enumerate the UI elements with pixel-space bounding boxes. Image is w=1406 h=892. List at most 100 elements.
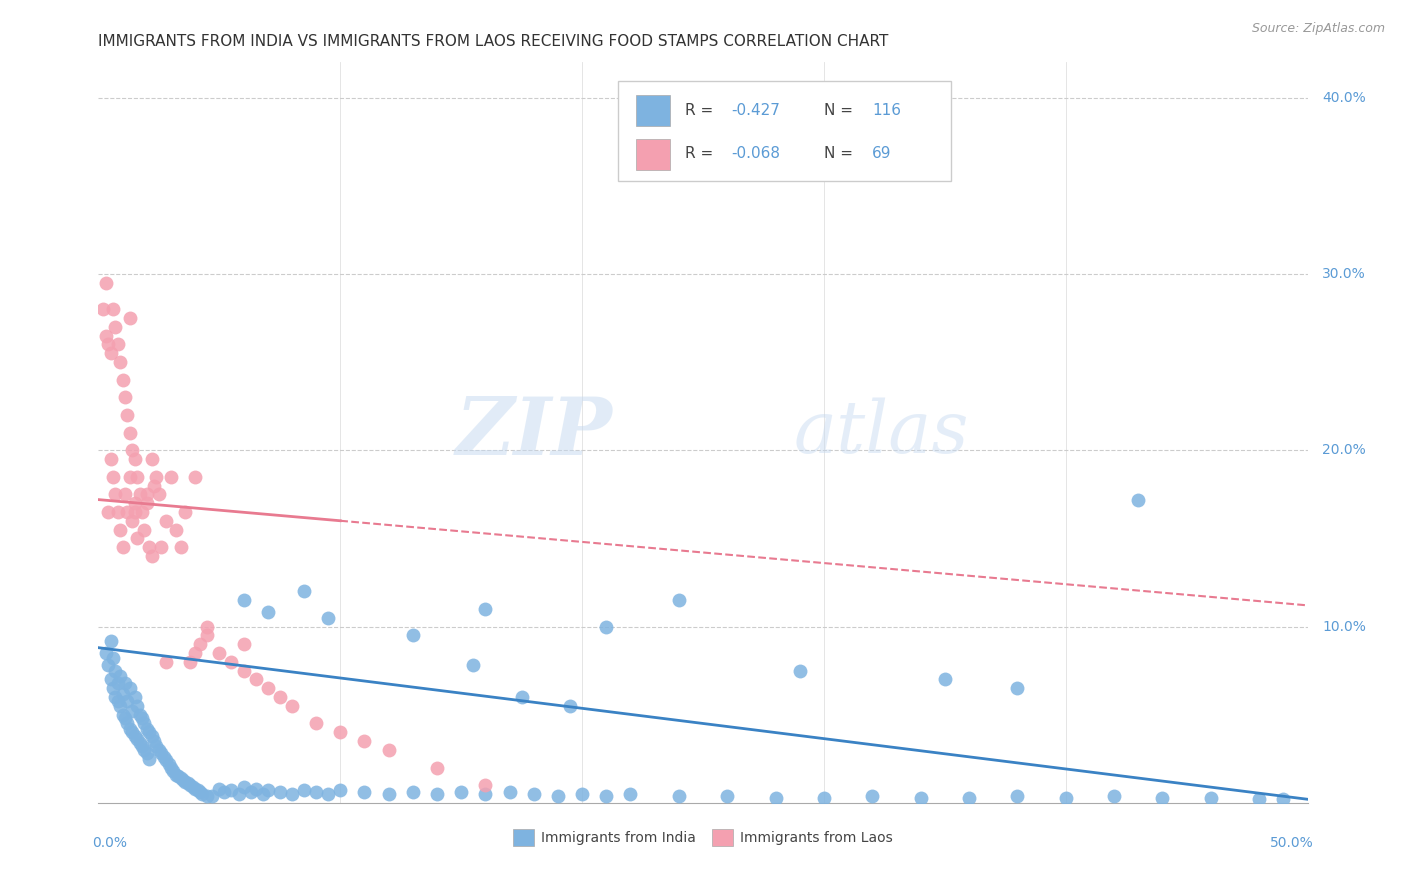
Point — [114, 487, 136, 501]
Point — [934, 673, 956, 687]
Point — [169, 771, 191, 785]
Point — [108, 355, 131, 369]
Point — [118, 469, 141, 483]
Point — [162, 764, 184, 778]
Point — [402, 785, 425, 799]
Point — [860, 789, 883, 803]
Point — [426, 787, 449, 801]
Text: 20.0%: 20.0% — [1322, 443, 1365, 458]
Point — [108, 669, 131, 683]
Point — [118, 425, 141, 440]
Point — [107, 337, 129, 351]
Point — [104, 664, 127, 678]
Text: 40.0%: 40.0% — [1322, 91, 1365, 104]
Point — [329, 783, 352, 797]
Text: ZIP: ZIP — [456, 394, 613, 471]
Point — [174, 505, 197, 519]
Point — [160, 469, 183, 483]
Point — [127, 532, 149, 546]
Point — [232, 780, 254, 794]
Point — [155, 514, 177, 528]
Point — [91, 302, 114, 317]
Point — [188, 785, 211, 799]
Point — [97, 505, 120, 519]
Point — [179, 778, 201, 792]
Point — [813, 790, 835, 805]
Point — [94, 328, 117, 343]
FancyBboxPatch shape — [637, 95, 671, 127]
Point — [450, 785, 472, 799]
Point — [1272, 792, 1295, 806]
Point — [124, 729, 146, 743]
Point — [145, 469, 167, 483]
Point — [100, 452, 122, 467]
Point — [305, 785, 328, 799]
Point — [94, 646, 117, 660]
Point — [256, 681, 278, 696]
Point — [316, 787, 339, 801]
Point — [1054, 790, 1077, 805]
FancyBboxPatch shape — [637, 138, 671, 169]
Point — [910, 790, 932, 805]
Point — [97, 337, 120, 351]
Text: IMMIGRANTS FROM INDIA VS IMMIGRANTS FROM LAOS RECEIVING FOOD STAMPS CORRELATION : IMMIGRANTS FROM INDIA VS IMMIGRANTS FROM… — [98, 34, 889, 49]
Point — [108, 698, 131, 713]
Point — [111, 707, 134, 722]
Point — [167, 769, 190, 783]
Point — [135, 496, 157, 510]
Point — [239, 785, 262, 799]
Point — [100, 346, 122, 360]
Point — [957, 790, 980, 805]
Point — [498, 785, 520, 799]
Point — [121, 704, 143, 718]
Point — [114, 711, 136, 725]
Point — [118, 722, 141, 736]
Point — [195, 628, 218, 642]
Point — [195, 619, 218, 633]
Point — [232, 593, 254, 607]
Point — [172, 772, 194, 787]
Point — [100, 633, 122, 648]
Point — [111, 373, 134, 387]
Point — [101, 302, 124, 317]
Point — [152, 750, 174, 764]
FancyBboxPatch shape — [619, 81, 950, 181]
Point — [117, 505, 139, 519]
Point — [402, 628, 425, 642]
Point — [138, 540, 160, 554]
Point — [177, 776, 200, 790]
Point — [523, 787, 546, 801]
Point — [150, 747, 173, 761]
Point — [353, 734, 375, 748]
Point — [1249, 792, 1271, 806]
Point — [184, 781, 207, 796]
Point — [1007, 789, 1029, 803]
Point — [789, 664, 811, 678]
Point — [94, 276, 117, 290]
Point — [107, 505, 129, 519]
Point — [547, 789, 569, 803]
Point — [292, 783, 315, 797]
Point — [143, 734, 166, 748]
Point — [181, 780, 204, 794]
Point — [118, 311, 141, 326]
Point — [232, 664, 254, 678]
Point — [131, 711, 153, 725]
Point — [107, 676, 129, 690]
Point — [1102, 789, 1125, 803]
Point — [221, 655, 243, 669]
Point — [101, 681, 124, 696]
Point — [128, 487, 150, 501]
Point — [232, 637, 254, 651]
Point — [121, 514, 143, 528]
Text: -0.427: -0.427 — [731, 103, 780, 118]
Point — [145, 739, 167, 754]
Text: 30.0%: 30.0% — [1322, 267, 1365, 281]
Point — [377, 787, 399, 801]
Point — [619, 787, 641, 801]
Point — [134, 743, 156, 757]
Text: 50.0%: 50.0% — [1270, 836, 1313, 850]
Point — [281, 698, 304, 713]
Point — [292, 584, 315, 599]
Point — [104, 690, 127, 704]
